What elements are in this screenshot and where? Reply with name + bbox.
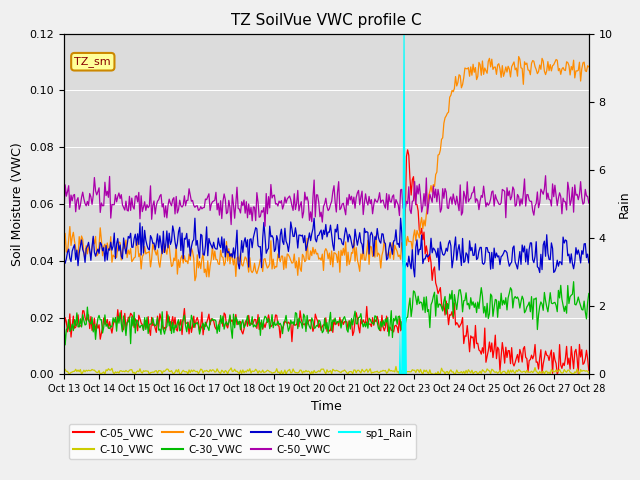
Y-axis label: Soil Moisture (VWC): Soil Moisture (VWC) — [11, 142, 24, 266]
X-axis label: Time: Time — [311, 400, 342, 413]
Legend: C-05_VWC, C-10_VWC, C-20_VWC, C-30_VWC, C-40_VWC, C-50_VWC, sp1_Rain: C-05_VWC, C-10_VWC, C-20_VWC, C-30_VWC, … — [69, 424, 417, 459]
Text: TZ_sm: TZ_sm — [74, 56, 111, 67]
Y-axis label: Rain: Rain — [618, 190, 631, 218]
Title: TZ SoilVue VWC profile C: TZ SoilVue VWC profile C — [231, 13, 422, 28]
